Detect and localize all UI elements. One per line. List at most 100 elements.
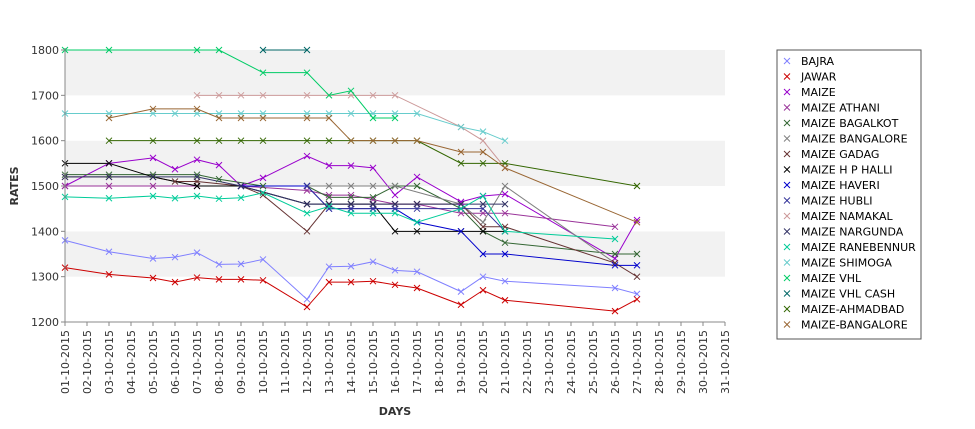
data-point-maize-bagalkot — [347, 193, 355, 201]
data-point-maize-ranebennur — [149, 192, 157, 200]
data-point-maize-ranebennur — [413, 218, 421, 226]
data-point-maize-ahmadbad — [105, 137, 113, 145]
data-point-maize-namakal — [303, 91, 311, 99]
data-point-maize-ahmadbad — [633, 182, 641, 190]
data-point-maize-nargunda — [369, 200, 377, 208]
y-tick-label: 1600 — [31, 135, 59, 148]
data-point-maize-bangalore — [105, 114, 113, 122]
data-point-maize-nargunda — [501, 200, 509, 208]
data-point-maize-nargunda — [479, 200, 487, 208]
data-point-bajra — [457, 288, 465, 295]
data-point-jawar — [237, 276, 245, 283]
data-point-maize-vhl — [193, 46, 201, 54]
legend-label: MAIZE BAGALKOT — [801, 117, 899, 130]
legend-label: MAIZE-BANGALORE — [801, 319, 908, 332]
data-point-maize-bangalore — [501, 164, 509, 172]
data-point-maize-shimoga — [413, 110, 421, 117]
x-tick-label: 18-10-2015 — [433, 330, 446, 394]
y-tick-label: 1700 — [31, 89, 59, 102]
data-point-maize-namakal — [369, 91, 377, 99]
legend-label: MAIZE BANGALORE — [801, 133, 908, 146]
legend-item-maize-namakal: MAIZE NAMAKAL — [783, 210, 894, 223]
legend-marker — [783, 166, 791, 173]
data-point-bajra — [303, 295, 311, 303]
data-point-jawar — [391, 281, 399, 289]
data-point-maize-ahmadbad — [457, 159, 465, 167]
data-point-maize-ranebennur — [325, 203, 333, 210]
legend-label: JAWAR — [800, 71, 837, 84]
data-point-maize-bangalore — [633, 218, 641, 226]
y-tick-label: 1800 — [31, 44, 59, 57]
data-point-maize-ahmadbad — [149, 137, 157, 145]
series-line-maize-vhl — [65, 49, 395, 119]
data-point-maize-bangalore — [391, 137, 399, 145]
legend-item-maize-nargunda: MAIZE NARGUNDA — [783, 226, 904, 239]
data-point-maize-ahmadbad — [325, 137, 333, 145]
series-markers — [61, 46, 641, 315]
data-point-maize-namakal — [215, 91, 223, 99]
y-tick-label: 1300 — [31, 271, 59, 284]
data-point-maize — [193, 156, 201, 164]
data-point-bajra — [237, 260, 245, 268]
data-point-maize-ranebennur — [237, 194, 245, 202]
data-point-maize-nargunda — [193, 173, 201, 181]
legend-label: MAIZE ATHANI — [801, 102, 880, 115]
data-point-jawar — [479, 286, 487, 294]
legend-label: MAIZE HAVERI — [801, 179, 880, 192]
data-point-maize-vhl-cash — [259, 46, 267, 54]
data-point-maize-bangalore — [479, 148, 487, 156]
x-tick-label: 24-10-2015 — [565, 330, 578, 394]
series-line-maize-nargunda — [65, 176, 505, 205]
data-point-jawar — [105, 271, 113, 278]
data-point-bajra — [479, 273, 487, 281]
data-point-maize-vhl — [215, 46, 223, 54]
x-tick-label: 22-10-2015 — [521, 330, 534, 394]
legend-item-maize-ranebennur: MAIZE RANEBENNUR — [783, 241, 916, 254]
data-point-jawar — [303, 303, 311, 311]
data-point-maize-ahmadbad — [479, 159, 487, 167]
data-point-maize-gadag — [171, 178, 179, 185]
data-point-maize-athani — [325, 191, 333, 199]
data-point-jawar — [369, 277, 377, 285]
data-point-maize — [633, 216, 641, 224]
legend-item-jawar: JAWAR — [783, 71, 837, 84]
data-point-maize — [501, 190, 509, 198]
x-tick-label: 13-10-2015 — [323, 330, 336, 394]
data-point-maize-bangalore — [325, 114, 333, 122]
data-point-jawar — [259, 276, 267, 284]
legend-label: MAIZE NARGUNDA — [801, 226, 904, 239]
data-point-bajra — [633, 290, 641, 298]
data-point-maize-bangalore — [457, 148, 465, 156]
data-point-maize — [457, 198, 465, 206]
x-tick-label: 06-10-2015 — [169, 330, 182, 394]
data-point-maize-namakal — [479, 137, 487, 145]
x-tick-label: 17-10-2015 — [411, 330, 424, 394]
data-point-maize-namakal — [259, 91, 267, 99]
data-point-maize-ranebennur — [193, 192, 201, 200]
grid-band — [65, 50, 725, 96]
data-point-maize-bagalkot — [633, 250, 641, 258]
legend-marker — [783, 197, 791, 204]
legend-item-maize-h-p-halli: MAIZE H P HALLI — [783, 164, 892, 177]
legend-item-maize-gadag: MAIZE GADAG — [783, 148, 879, 161]
x-tick-label: 08-10-2015 — [213, 330, 226, 394]
x-tick-label: 23-10-2015 — [543, 330, 556, 394]
data-point-maize-ranebennur — [369, 209, 377, 217]
data-point-jawar — [149, 274, 157, 282]
y-axis-title: RATES — [8, 166, 21, 205]
x-tick-label: 16-10-2015 — [389, 330, 402, 394]
data-point-maize-h-p-halli — [193, 182, 201, 190]
x-tick-label: 20-10-2015 — [477, 330, 490, 394]
data-point-maize-athani — [501, 209, 509, 217]
data-point-maize — [259, 174, 267, 182]
data-point-maize-nargunda — [325, 200, 333, 208]
data-point-maize-bangalore — [391, 182, 399, 190]
x-tick-label: 12-10-2015 — [301, 330, 314, 394]
legend-item-maize: MAIZE — [783, 86, 836, 99]
data-point-maize-bagalkot — [149, 171, 157, 179]
data-point-maize-bangalore — [259, 114, 267, 122]
x-tick-label: 21-10-2015 — [499, 330, 512, 394]
data-point-maize-haveri — [457, 227, 465, 235]
series-line-maize-namakal — [197, 94, 506, 169]
legend-item-maize-bagalkot: MAIZE BAGALKOT — [783, 117, 899, 130]
